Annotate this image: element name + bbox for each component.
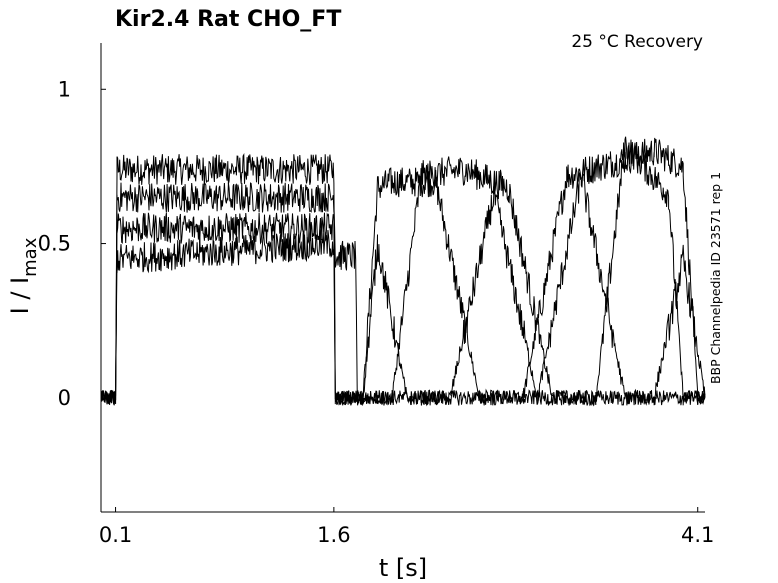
current-traces (100, 136, 706, 407)
condition-label: 25 °C Recovery (571, 32, 703, 52)
x-tick-label: 1.6 (317, 523, 350, 547)
trace-3 (100, 171, 706, 406)
x-tick-label: 0.1 (99, 523, 132, 547)
svg-text:I / Imax: I / Imax (6, 237, 41, 314)
x-axis-label: t [s] (379, 554, 427, 582)
plot-area: 00.51 0.1 1.6 4.1 (38, 43, 714, 547)
trace-1 (100, 137, 706, 406)
side-label: BBP Channelpedia ID 23571 rep 1 (708, 172, 723, 384)
side-label-text: BBP Channelpedia ID 23571 rep 1 (708, 172, 723, 384)
y-tick-label: 0 (58, 386, 71, 410)
y-tick-label: 1 (58, 77, 71, 101)
y-axis-label-main: I / I (6, 277, 34, 315)
y-ticks: 00.51 (38, 77, 106, 410)
trace-4 (100, 229, 706, 407)
x-tick-label: 4.1 (681, 523, 714, 547)
chart-title: Kir2.4 Rat CHO_FT (115, 7, 341, 32)
x-ticks: 0.1 1.6 4.1 (99, 507, 714, 547)
y-tick-label: 0.5 (38, 232, 71, 256)
y-axis-label: I / Imax (6, 237, 41, 314)
y-axis-label-sub: max (20, 237, 41, 277)
